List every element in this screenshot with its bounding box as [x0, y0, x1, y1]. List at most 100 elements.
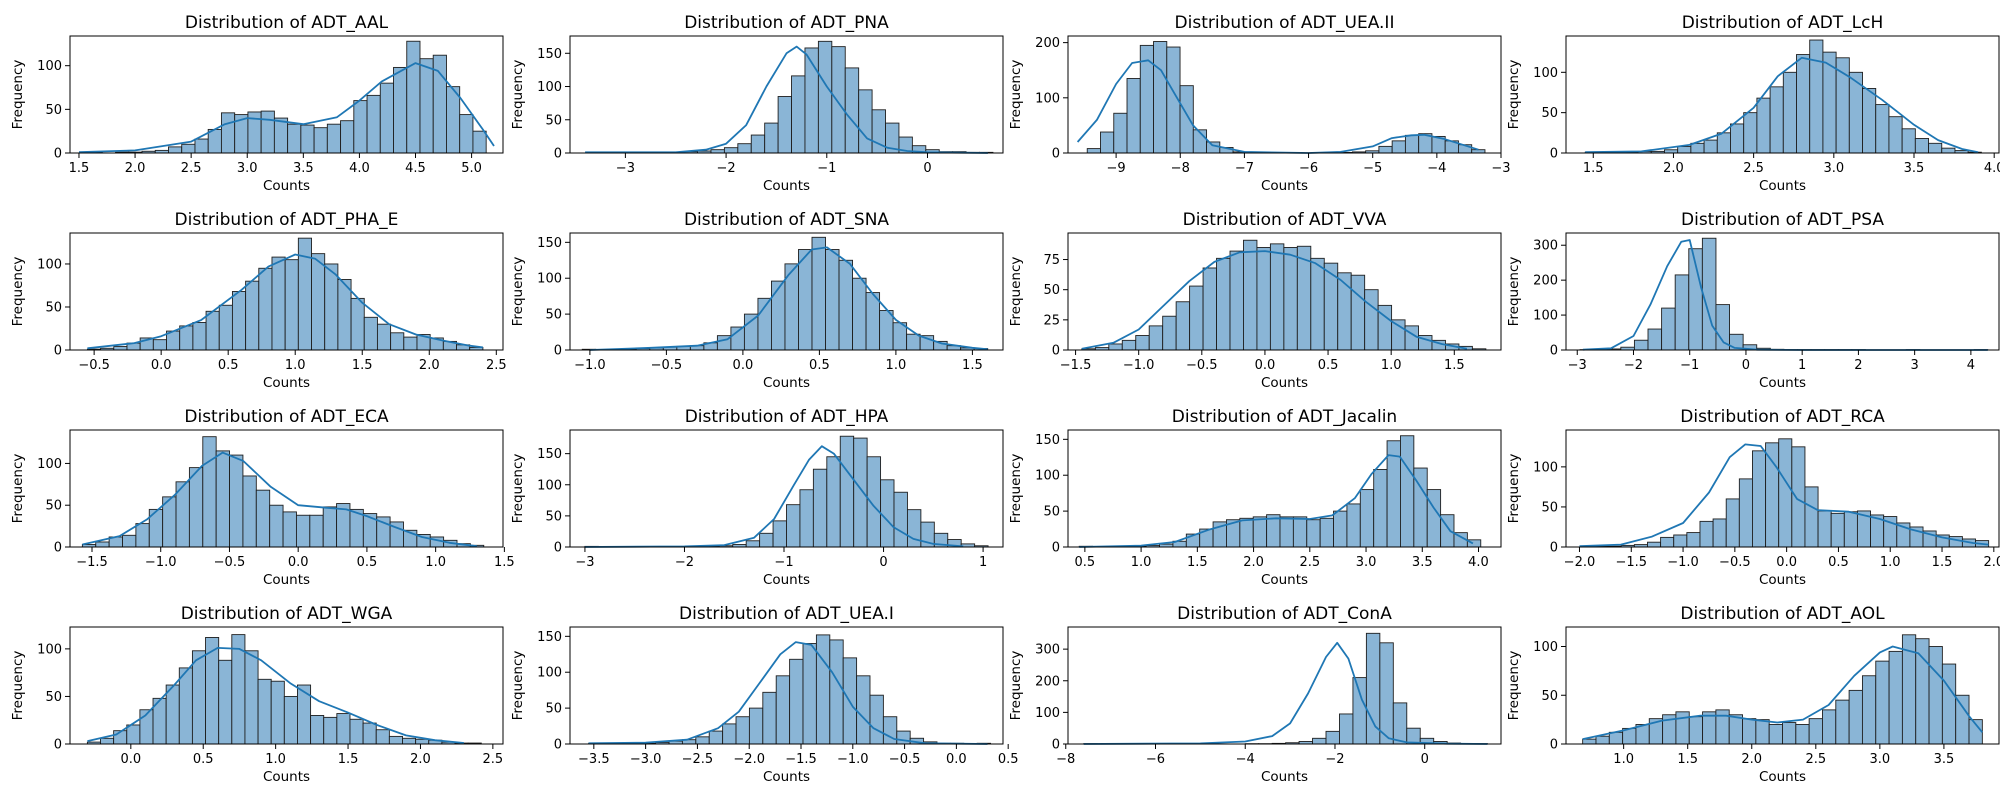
x-tick-label: −1.0 [574, 358, 606, 373]
x-axis-label: Counts [263, 178, 310, 194]
histogram-bar [326, 123, 342, 154]
y-axis-label: Frequency [1506, 60, 1522, 130]
x-tick-label: −2.0 [1564, 555, 1596, 570]
histogram-bar [1126, 78, 1141, 154]
x-tick-label: −2 [675, 555, 694, 570]
histogram-bar [1875, 660, 1890, 745]
x-axis-label: Counts [1261, 375, 1308, 391]
histogram-bar [798, 249, 813, 351]
axes-frame [1565, 35, 2000, 154]
histogram-bar [390, 332, 405, 351]
x-tick-label: 2.5 [181, 161, 202, 176]
histogram-bar [1595, 735, 1610, 745]
x-tick-label: 1 [1798, 358, 1806, 373]
histogram-bar [1108, 343, 1123, 351]
y-axis-label: Frequency [10, 454, 26, 524]
histogram-bar [313, 127, 328, 154]
histogram-bar [789, 658, 804, 745]
x-axis-label: Counts [763, 769, 810, 785]
y-tick-label: 50 [545, 509, 562, 524]
histogram-bar [229, 454, 244, 548]
histogram-bar [379, 82, 394, 154]
x-tick-label: −8 [1171, 161, 1190, 176]
x-tick-label: −7 [1235, 161, 1254, 176]
subplot-title: Distribution of ADT_ConA [1177, 604, 1392, 624]
x-tick-label: 3.5 [1412, 555, 1433, 570]
subplot-1: 1.5 2.0 2.5 3.0 3.5 4.0 4.5 5.0 0 50 100 Distributi… [10, 13, 504, 194]
histogram-bar [1941, 663, 1957, 745]
y-tick-label: 0 [54, 147, 62, 162]
histogram-bar [242, 475, 257, 548]
x-tick-label: 5.0 [461, 161, 482, 176]
axes-frame [1565, 429, 2000, 548]
x-tick-label: 2.0 [1663, 161, 1684, 176]
histogram-bar [218, 659, 233, 745]
histogram-bar [791, 75, 806, 154]
histogram-bar [1269, 243, 1285, 351]
x-tick-label: −5 [1363, 161, 1382, 176]
x-tick-label: 4.5 [405, 161, 426, 176]
histogram-bar [1392, 702, 1408, 745]
histogram-bar [257, 678, 272, 745]
histogram-bar [708, 730, 724, 745]
kde-curve [585, 45, 988, 154]
subplot-title: Distribution of ADT_AAL [185, 13, 389, 33]
histogram-bar [1756, 97, 1771, 154]
x-tick-label: −0.5 [78, 358, 110, 373]
x-tick-label: −1.0 [837, 752, 869, 767]
histogram-bar [856, 675, 871, 745]
histogram-bar [1283, 247, 1298, 351]
histogram-bar [202, 436, 217, 548]
x-tick-label: −0.5 [1719, 555, 1751, 570]
kde-curve [1081, 250, 1468, 350]
histogram-bar [1252, 516, 1268, 548]
y-tick-label: 100 [1035, 91, 1060, 106]
histogram-bar [1795, 724, 1810, 745]
histogram-bar [1686, 532, 1701, 548]
histogram-bar [1162, 315, 1177, 351]
histogram-bar [100, 737, 115, 745]
histogram-bar [1359, 489, 1375, 548]
x-tick-label: 1.0 [886, 358, 907, 373]
x-tick-label: 0.5 [809, 358, 830, 373]
histogram-bar [893, 491, 908, 548]
subplot-7: −1.5 −1.0 −0.5 0.0 0.5 1.0 1.5 0 25 50 75 Distribut… [1008, 210, 1502, 391]
histogram-bar [1888, 650, 1903, 745]
histogram-bar [1728, 714, 1743, 745]
y-tick-label: 0 [1550, 344, 1558, 359]
histogram-bar [1582, 738, 1597, 745]
x-axis-label: Counts [1759, 178, 1806, 194]
histogram-bar [695, 736, 710, 745]
y-tick-label: 100 [1533, 460, 1558, 475]
histogram-bar [844, 67, 860, 154]
histogram-bar [1346, 503, 1361, 548]
y-axis-label: Frequency [10, 257, 26, 327]
y-tick-label: 0 [554, 147, 562, 162]
histogram-bar [122, 534, 137, 548]
histogram-bar [1404, 134, 1420, 154]
subplot-3: −9 −8 −7 −6 −5 −4 −3 0 100 200 Distribution of ADT… [1008, 13, 1511, 194]
histogram-bar [270, 680, 285, 745]
x-tick-label: 0.0 [946, 752, 967, 767]
y-tick-label: 100 [37, 59, 62, 74]
x-tick-label: 1 [979, 555, 987, 570]
histogram-bar [1373, 469, 1388, 548]
kde-curve [1083, 641, 1488, 745]
x-tick-label: 4.0 [349, 161, 370, 176]
y-tick-label: 0 [554, 541, 562, 556]
x-axis-label: Counts [1759, 572, 1806, 588]
x-axis-label: Counts [763, 178, 810, 194]
histogram-bar [906, 333, 921, 351]
histogram-bar [205, 310, 220, 351]
histogram-bar [812, 468, 828, 548]
histogram-bar [852, 277, 867, 351]
histogram-bar [1404, 325, 1419, 351]
histogram-bar [168, 146, 183, 154]
histogram-bar [1135, 335, 1150, 351]
subplot-title: Distribution of ADT_AOL [1680, 604, 1885, 624]
x-axis-label: Counts [1261, 572, 1308, 588]
kde-curve [82, 451, 478, 548]
histogram-bar [1216, 257, 1231, 351]
x-axis-label: Counts [263, 375, 310, 391]
histogram-bar [1325, 730, 1340, 745]
